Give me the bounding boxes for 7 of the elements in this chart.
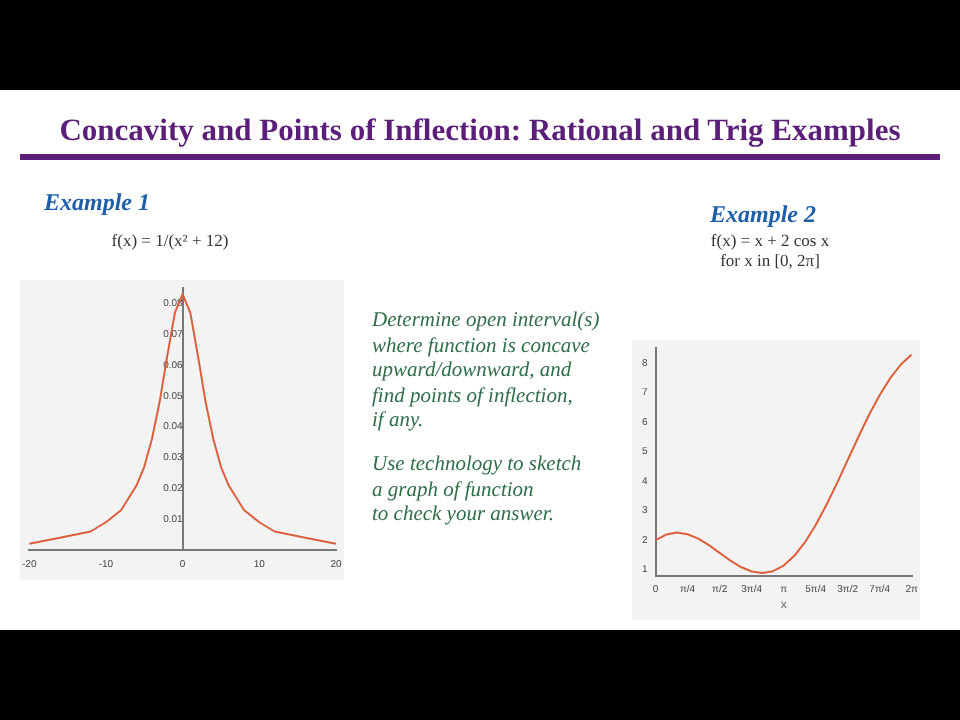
chart-title: Example 1 <box>44 188 150 218</box>
chart-title: Example 2 <box>710 200 816 230</box>
chart-subtitle: f(x) = x + 2 cos x for x in [0, 2π] <box>708 230 832 270</box>
text: Concavity and Points of Inflection: Rational and Trig Examples <box>20 114 940 160</box>
text: Determine open interval(s) where function is concave upward/downward, and find points of inflection, if any. <box>372 310 602 436</box>
text: Use technology to sketch a graph of function to check your answer. <box>372 454 584 530</box>
chart-subtitle: f(x) = 1/(x² + 12) <box>109 230 231 250</box>
